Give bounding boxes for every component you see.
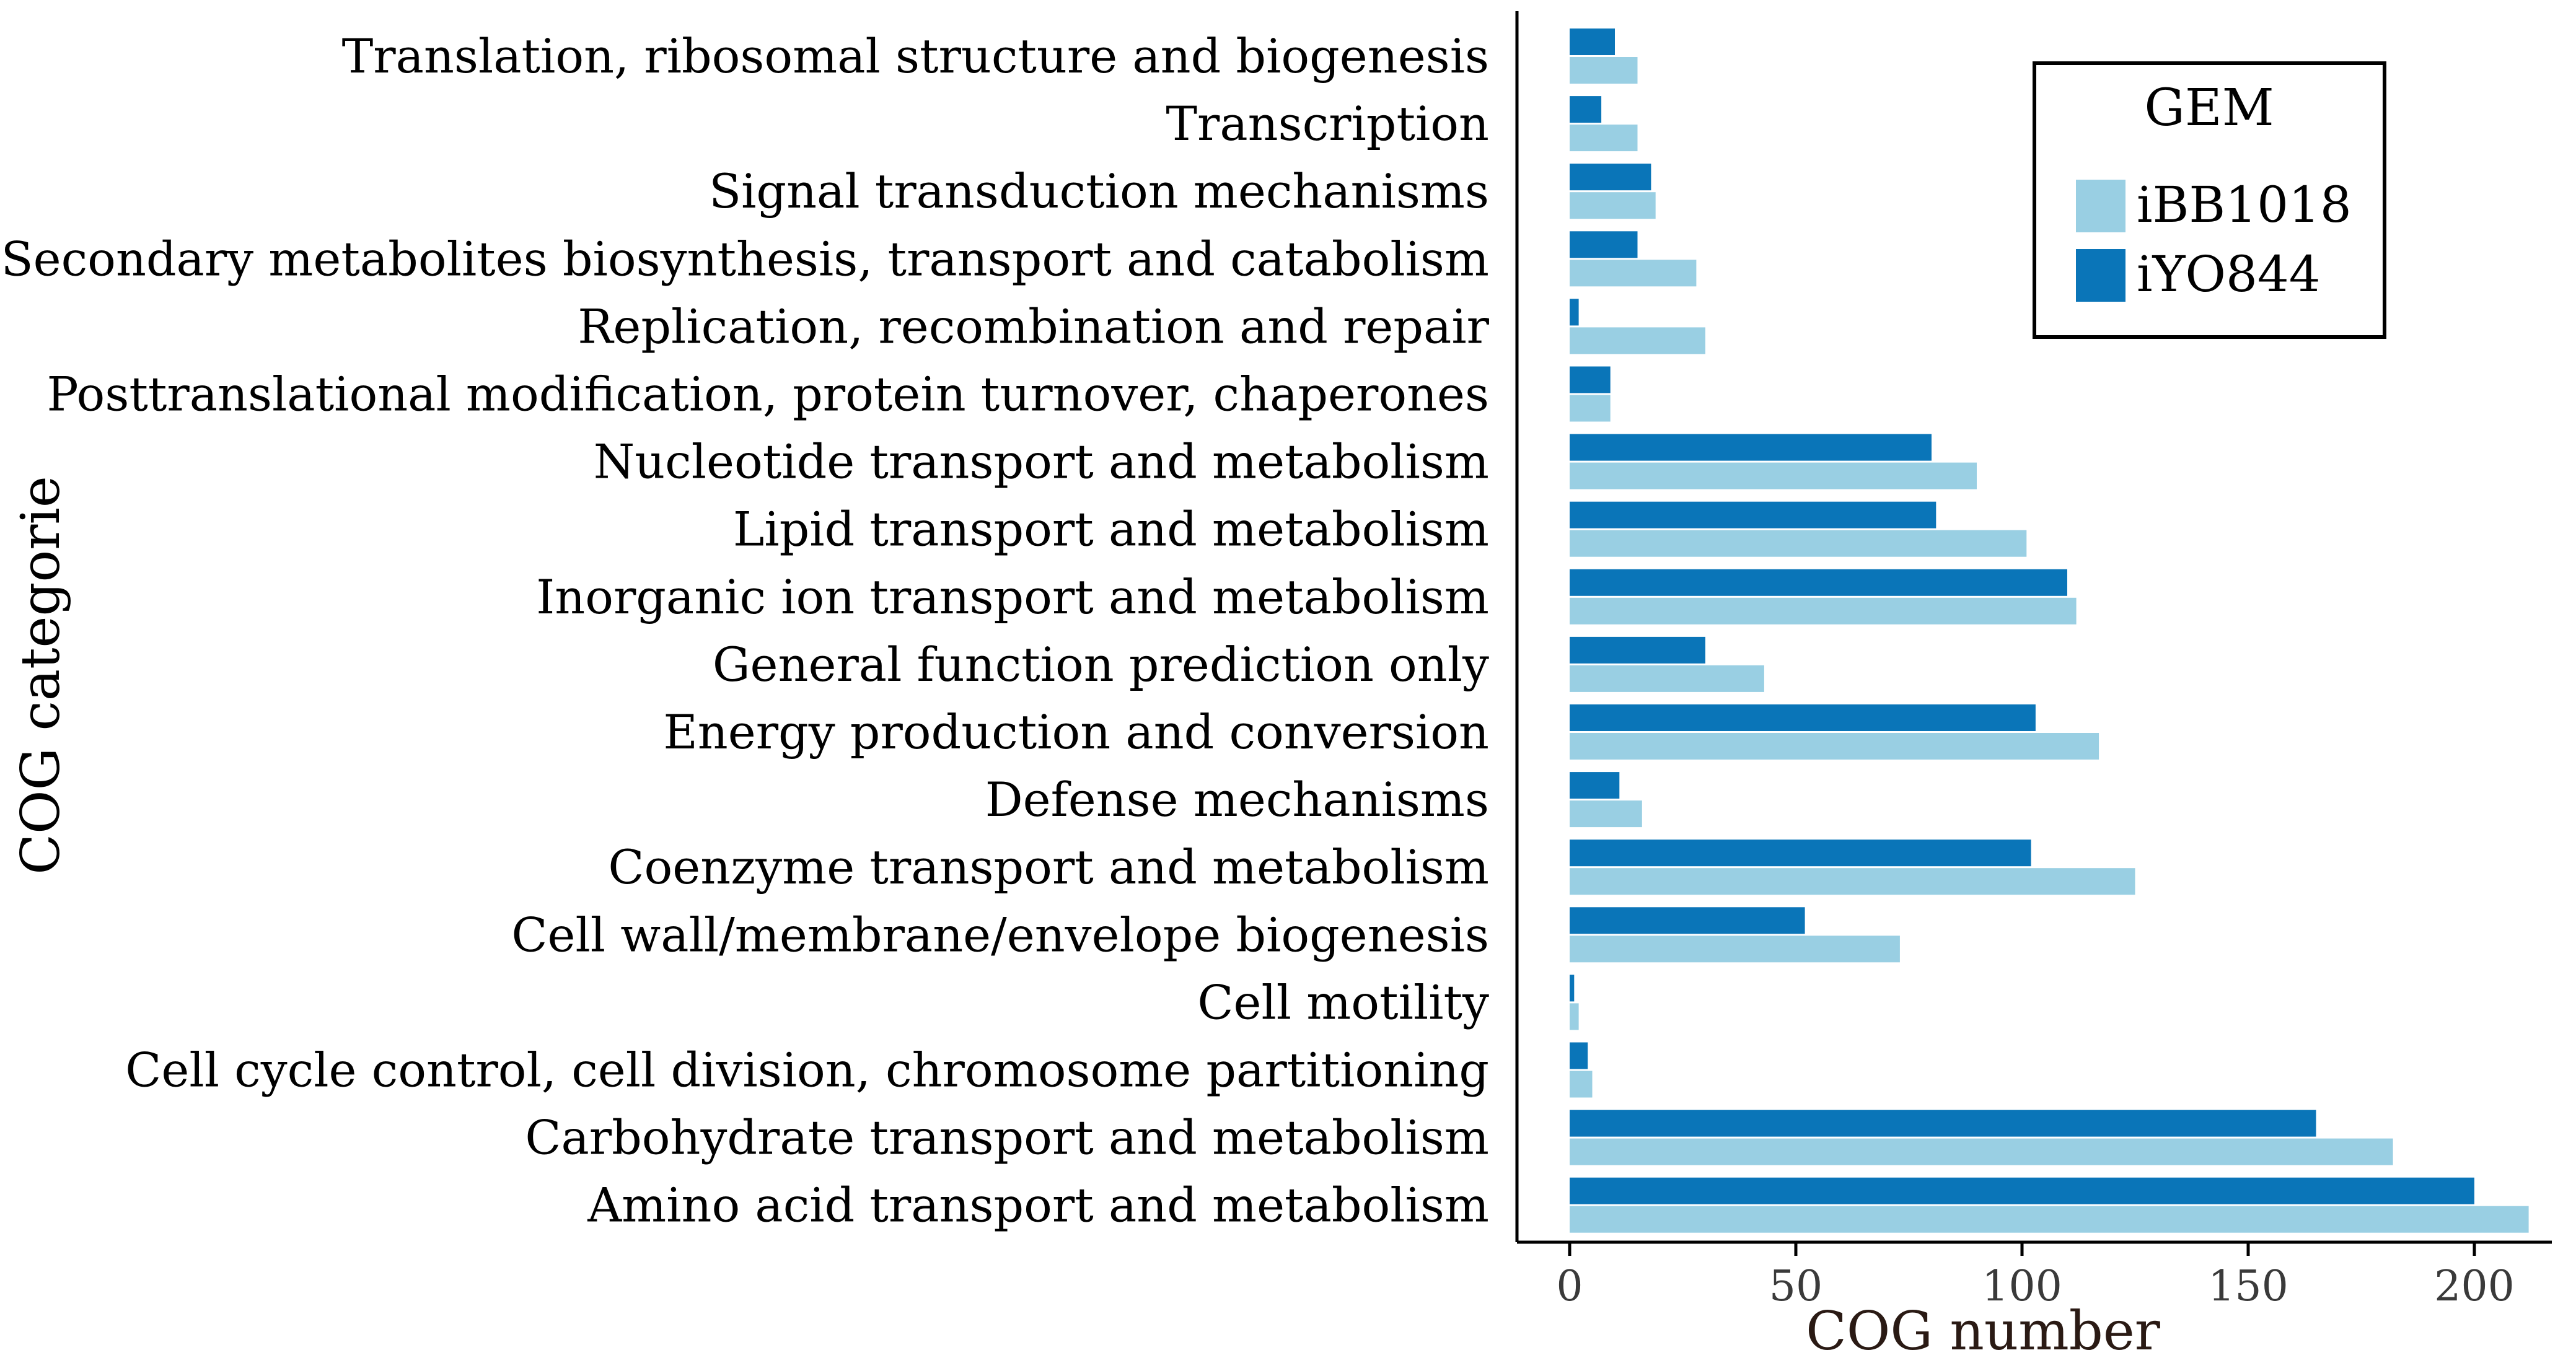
bar-ibb1018 (1570, 395, 1611, 422)
bar-iyo844 (1570, 164, 1651, 191)
category-label: Lipid transport and metabolism (733, 502, 1489, 557)
category-label: Transcription (1166, 96, 1489, 151)
bar-ibb1018 (1570, 57, 1638, 84)
category-label: Posttranslational modification, protein … (47, 367, 1490, 422)
x-tick-label: 200 (2434, 1262, 2515, 1311)
bar-iyo844 (1570, 501, 1936, 528)
bar-iyo844 (1570, 569, 2067, 596)
bar-ibb1018 (1570, 1206, 2529, 1233)
x-tick-label: 100 (1982, 1262, 2062, 1311)
bar-iyo844 (1570, 1042, 1588, 1069)
category-label: General function prediction only (713, 637, 1489, 692)
category-label: Translation, ribosomal structure and bio… (342, 28, 1489, 84)
x-tick-label: 150 (2208, 1262, 2288, 1311)
bar-iyo844 (1570, 434, 1932, 461)
bar-ibb1018 (1570, 192, 1656, 219)
x-axis-label: COG number (1806, 1300, 2161, 1362)
x-tick-group: 0 50 100 150 200 (1556, 1242, 2515, 1311)
bar-ibb1018 (1570, 1003, 1579, 1030)
bar-ibb1018 (1570, 1071, 1593, 1098)
category-label: Signal transduction mechanisms (709, 164, 1489, 219)
y-axis-label: COG categorie (10, 476, 72, 875)
category-label: Cell cycle control, cell division, chrom… (125, 1043, 1489, 1098)
bar-ibb1018 (1570, 597, 2077, 625)
bar-iyo844 (1570, 1177, 2474, 1204)
bar-iyo844 (1570, 636, 1705, 664)
category-label: Replication, recombination and repair (578, 299, 1489, 354)
bar-ibb1018 (1570, 327, 1705, 354)
bar-ibb1018 (1570, 260, 1697, 287)
bar-ibb1018 (1570, 733, 2099, 760)
bar-iyo844 (1570, 231, 1638, 258)
bar-iyo844 (1570, 704, 2036, 731)
category-label: Secondary metabolites biosynthesis, tran… (1, 231, 1489, 286)
category-label: Inorganic ion transport and metabolism (536, 569, 1489, 625)
category-label: Nucleotide transport and metabolism (594, 434, 1489, 489)
legend-title: GEM (2144, 79, 2274, 138)
category-label: Cell motility (1197, 975, 1489, 1030)
bar-iyo844 (1570, 299, 1579, 326)
bar-ibb1018 (1570, 462, 1977, 489)
legend-label-iyo844: iYO844 (2137, 245, 2321, 303)
x-tick-label: 0 (1556, 1262, 1583, 1311)
bar-ibb1018 (1570, 665, 1764, 692)
bar-iyo844 (1570, 772, 1620, 799)
legend: GEM iBB1018 iYO844 (2033, 61, 2386, 339)
legend-swatch-iyo844 (2076, 249, 2125, 302)
category-label: Defense mechanisms (985, 772, 1489, 827)
category-label: Energy production and conversion (663, 704, 1489, 760)
axes (1515, 11, 2552, 1244)
x-tick-label: 50 (1769, 1262, 1823, 1311)
category-label: Coenzyme transport and metabolism (608, 839, 1489, 895)
legend-swatch-ibb1018 (2076, 180, 2125, 232)
category-label: Amino acid transport and metabolism (587, 1178, 1489, 1233)
bars (1570, 28, 2529, 1233)
bar-ibb1018 (1570, 1138, 2393, 1165)
category-labels: Translation, ribosomal structure and bio… (1, 28, 1490, 1233)
bar-iyo844 (1570, 366, 1611, 393)
category-label: Cell wall/membrane/envelope biogenesis (511, 907, 1489, 962)
bar-iyo844 (1570, 96, 1602, 123)
bar-ibb1018 (1570, 800, 1642, 828)
legend-label-ibb1018: iBB1018 (2137, 176, 2352, 234)
bar-iyo844 (1570, 839, 2031, 867)
bar-ibb1018 (1570, 868, 2135, 895)
category-label: Carbohydrate transport and metabolism (525, 1110, 1489, 1165)
bar-iyo844 (1570, 907, 1805, 934)
bar-ibb1018 (1570, 125, 1638, 152)
bar-iyo844 (1570, 28, 1615, 55)
bar-ibb1018 (1570, 530, 2027, 557)
bar-iyo844 (1570, 1110, 2316, 1137)
bar-iyo844 (1570, 975, 1575, 1002)
bar-ibb1018 (1570, 936, 1900, 963)
